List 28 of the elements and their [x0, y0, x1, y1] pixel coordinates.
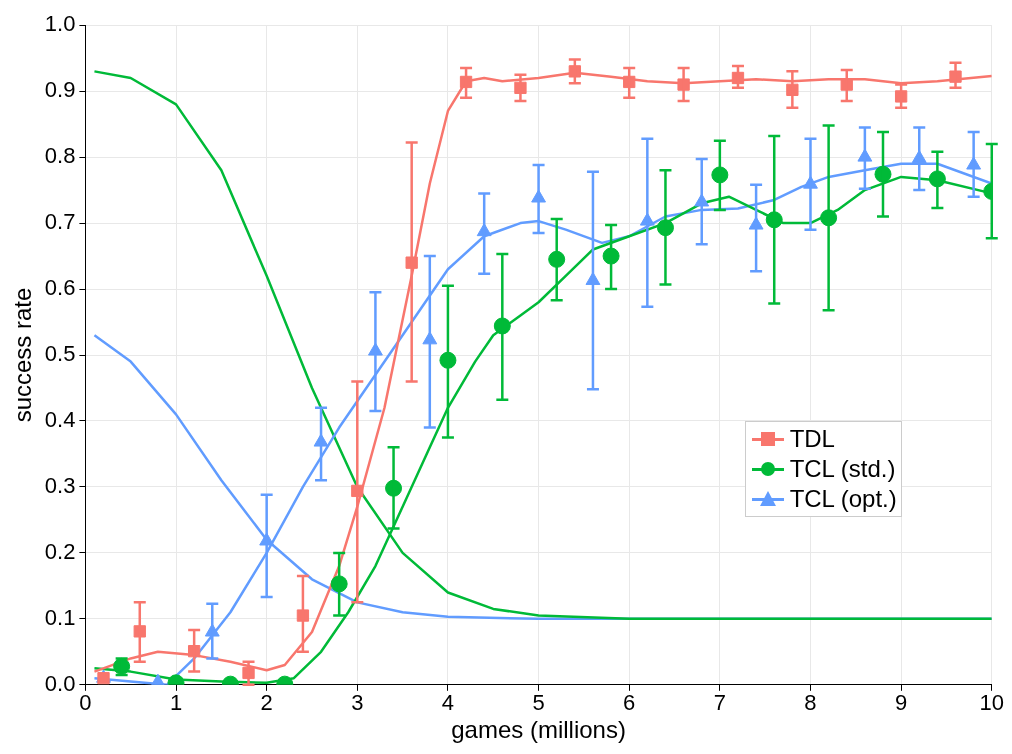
x-tick-label: 5 [532, 690, 545, 716]
x-tick-label: 4 [441, 690, 455, 716]
x-tick-label: 10 [979, 690, 1005, 716]
legend-label: TCL (opt.) [789, 484, 897, 513]
x-tick-label: 0 [79, 690, 92, 716]
y-tick-label: 0.6 [44, 275, 76, 301]
y-tick-label: 0.1 [44, 604, 76, 630]
x-tick-label: 7 [713, 690, 726, 716]
x-tick-label: 9 [895, 690, 908, 716]
y-tick-label: 1.0 [44, 11, 76, 37]
y-tick-label: 0.7 [44, 209, 76, 235]
x-tick-label: 2 [260, 690, 273, 716]
y-tick-label: 0.3 [44, 472, 76, 498]
y-tick-label: 0.0 [44, 670, 76, 696]
legend-label: TCL (std.) [789, 454, 896, 483]
y-tick-label: 0.9 [44, 77, 76, 103]
y-tick-label: 0.5 [44, 341, 76, 367]
y-tick-label: 0.8 [44, 143, 76, 169]
legend-label: TDL [789, 424, 835, 453]
point [133, 625, 146, 638]
y-axis-title: success rate [9, 287, 37, 423]
y-tick-label: 0.4 [44, 407, 76, 433]
y-tick-label: 0.2 [44, 538, 76, 564]
x-tick-label: 1 [169, 690, 183, 716]
x-tick-label: 6 [623, 690, 636, 716]
x-tick-label: 8 [804, 690, 817, 716]
x-tick-label: 3 [351, 690, 364, 716]
x-axis-title: games (millions) [451, 716, 626, 744]
